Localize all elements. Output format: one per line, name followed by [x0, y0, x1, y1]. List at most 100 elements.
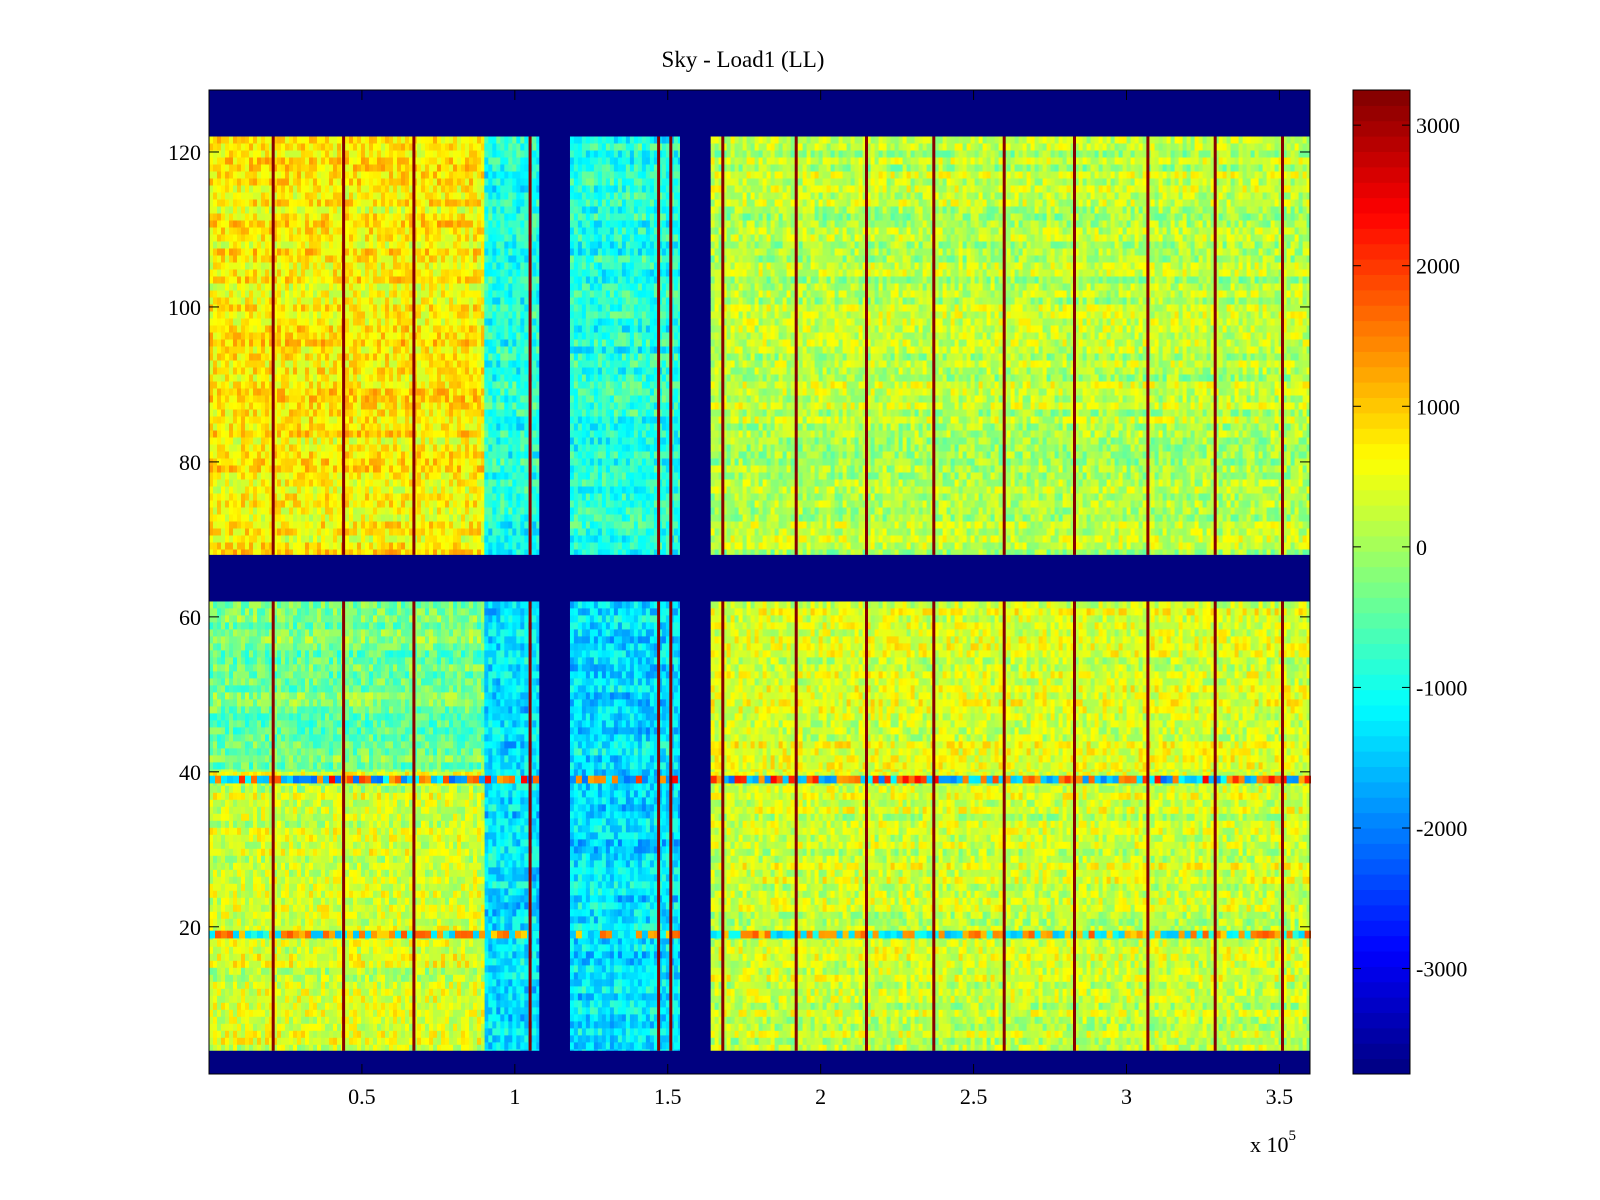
heatmap-cell: [441, 165, 445, 172]
heatmap-cell: [445, 249, 449, 256]
heatmap-cell: [309, 242, 313, 249]
heatmap-cell: [293, 242, 297, 249]
heatmap-cell: [233, 242, 237, 249]
heatmap-cell: [417, 151, 421, 158]
heatmap-cell: [297, 249, 301, 256]
heatmap-cell: [289, 221, 293, 228]
heatmap-cell: [357, 193, 361, 200]
heatmap-cell: [421, 221, 425, 228]
heatmap-cell: [221, 242, 225, 249]
heatmap-cell: [381, 207, 385, 214]
heatmap-cell: [313, 200, 317, 207]
heatmap-cell: [349, 214, 353, 221]
heatmap-cell: [437, 200, 441, 207]
heatmap-cell: [389, 186, 393, 193]
heatmap-cell: [365, 158, 369, 165]
heatmap-cell: [213, 144, 217, 151]
heatmap-cell: [317, 228, 321, 235]
heatmap-cell: [453, 200, 457, 207]
heatmap-cell: [353, 158, 357, 165]
heatmap-cell: [337, 270, 341, 277]
heatmap-cell: [249, 277, 253, 284]
heatmap-cell: [417, 172, 421, 179]
heatmap-cell: [437, 228, 441, 235]
heatmap-cell: [433, 228, 437, 235]
heatmap-cell: [237, 172, 241, 179]
heatmap-cell: [377, 137, 381, 144]
heatmap-cell: [285, 186, 289, 193]
heatmap-cell: [265, 242, 269, 249]
heatmap-cell: [457, 214, 461, 221]
heatmap-cell: [449, 186, 453, 193]
heatmap-cell: [229, 263, 233, 270]
heatmap-cell: [417, 179, 421, 186]
heatmap-cell: [317, 221, 321, 228]
heatmap-cell: [237, 284, 241, 291]
heatmap-cell: [457, 228, 461, 235]
heatmap-cell: [329, 270, 333, 277]
heatmap-cell: [461, 214, 465, 221]
heatmap-cell: [345, 207, 349, 214]
heatmap-cell: [389, 144, 393, 151]
heatmap-cell: [389, 179, 393, 186]
heatmap-cell: [433, 263, 437, 270]
heatmap-cell: [361, 249, 365, 256]
heatmap-cell: [445, 221, 449, 228]
heatmap-cell: [477, 221, 481, 228]
heatmap-cell: [301, 158, 305, 165]
heatmap-cell: [233, 291, 237, 298]
heatmap-cell: [353, 242, 357, 249]
heatmap-cell: [229, 165, 233, 172]
heatmap-cell: [225, 242, 229, 249]
heatmap-cell: [385, 186, 389, 193]
heatmap-cell: [445, 228, 449, 235]
heatmap-cell: [221, 165, 225, 172]
heatmap-cell: [441, 144, 445, 151]
heatmap-cell: [477, 137, 481, 144]
heatmap-cell: [365, 277, 369, 284]
heatmap-cell: [261, 221, 265, 228]
heatmap-cell: [217, 214, 221, 221]
heatmap-cell: [213, 228, 217, 235]
heatmap-cell: [457, 249, 461, 256]
heatmap-cell: [353, 270, 357, 277]
heatmap-cell: [293, 298, 297, 305]
heatmap-cell: [333, 158, 337, 165]
heatmap-cell: [293, 249, 297, 256]
heatmap-cell: [461, 291, 465, 298]
heatmap-cell: [401, 179, 405, 186]
heatmap-cell: [305, 165, 309, 172]
heatmap-cell: [221, 256, 225, 263]
heatmap-cell: [389, 270, 393, 277]
heatmap-cell: [249, 228, 253, 235]
heatmap-cell: [225, 200, 229, 207]
heatmap-cell: [301, 193, 305, 200]
heatmap-cell: [421, 207, 425, 214]
heatmap-cell: [421, 137, 425, 144]
heatmap-cell: [385, 193, 389, 200]
heatmap-cell: [405, 179, 409, 186]
heatmap-cell: [277, 179, 281, 186]
heatmap-cell: [401, 242, 405, 249]
heatmap-cell: [217, 242, 221, 249]
heatmap-cell: [297, 228, 301, 235]
heatmap-cell: [233, 270, 237, 277]
heatmap-cell: [305, 263, 309, 270]
heatmap-cell: [297, 144, 301, 151]
heatmap-cell: [365, 270, 369, 277]
heatmap-cell: [305, 277, 309, 284]
heatmap-cell: [425, 179, 429, 186]
heatmap-cell: [309, 249, 313, 256]
heatmap-cell: [281, 228, 285, 235]
heatmap-cell: [365, 207, 369, 214]
heatmap-cell: [437, 151, 441, 158]
heatmap-cell: [437, 172, 441, 179]
heatmap-cell: [249, 221, 253, 228]
heatmap-cell: [337, 151, 341, 158]
heatmap-cell: [241, 235, 245, 242]
heatmap-cell: [329, 263, 333, 270]
heatmap-cell: [433, 158, 437, 165]
heatmap-cell: [265, 256, 269, 263]
heatmap-cell: [429, 165, 433, 172]
heatmap-cell: [329, 235, 333, 242]
